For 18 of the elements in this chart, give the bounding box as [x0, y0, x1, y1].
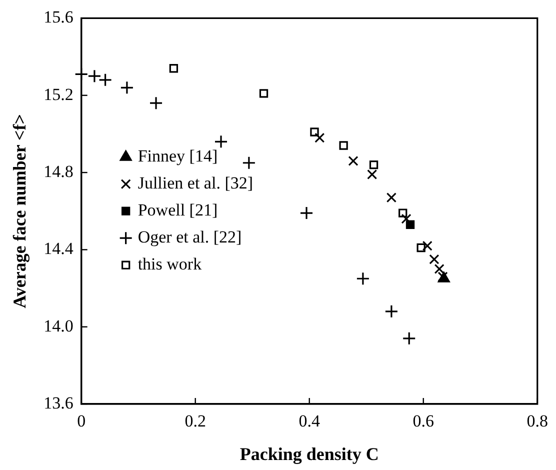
x-tick-label: 0.4	[298, 412, 320, 431]
y-tick-label: 15.6	[44, 8, 74, 27]
x-tick-label: 0.6	[412, 412, 434, 431]
legend-label: this work	[138, 254, 202, 274]
x-axis-title: Packing density C	[240, 444, 379, 464]
legend-label: Powell [21]	[138, 200, 218, 220]
y-axis-title: Average face number <f>	[9, 114, 30, 308]
y-tick-label: 14.8	[44, 162, 74, 181]
y-tick-label: 14.4	[44, 239, 74, 258]
y-tick-label: 15.2	[44, 84, 74, 104]
x-tick-label: 0.2	[184, 412, 206, 431]
legend-label: Jullien et al. [32]	[138, 174, 254, 193]
x-tick-label: 0	[77, 412, 86, 431]
y-tick-label: 13.6	[44, 393, 74, 412]
legend-label: Finney [14]	[138, 146, 218, 166]
x-tick-label: 0.8	[526, 412, 548, 431]
legend-label: Oger et al. [22]	[138, 228, 242, 247]
y-tick-label: 14.0	[44, 316, 74, 336]
